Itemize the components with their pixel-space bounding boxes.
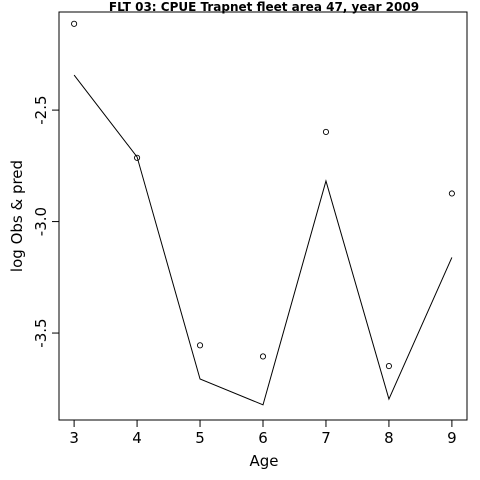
observed-point [385,362,392,370]
chart-title: FLT 03: CPUE Trapnet fleet area 47, year… [109,0,419,14]
y-tick-label: -2.5 [32,95,50,124]
x-tick-label: 7 [321,429,331,447]
observed-point [259,353,267,360]
x-axis: 3 4 5 6 7 8 9 [69,419,457,447]
observed-point [71,20,78,27]
observed-point [448,190,455,197]
y-axis: -3.5 -3.0 -2.5 [32,95,60,348]
observed-point [322,128,330,135]
observed-point [196,342,204,349]
x-tick-label: 5 [195,429,205,447]
x-tick-label: 6 [258,429,268,447]
observed-point [134,154,141,161]
x-tick-label: 8 [384,429,394,447]
predicted-series [73,74,453,406]
y-tick-label: -3.0 [32,207,50,236]
observed-series [71,20,455,370]
x-tick-label: 9 [447,429,457,447]
x-axis-label: Age [249,452,278,470]
y-tick-label: -3.5 [32,318,50,347]
y-axis-label: log Obs & pred [8,160,26,272]
predicted-line [73,74,453,406]
x-tick-label: 3 [69,429,79,447]
x-tick-label: 4 [132,429,142,447]
